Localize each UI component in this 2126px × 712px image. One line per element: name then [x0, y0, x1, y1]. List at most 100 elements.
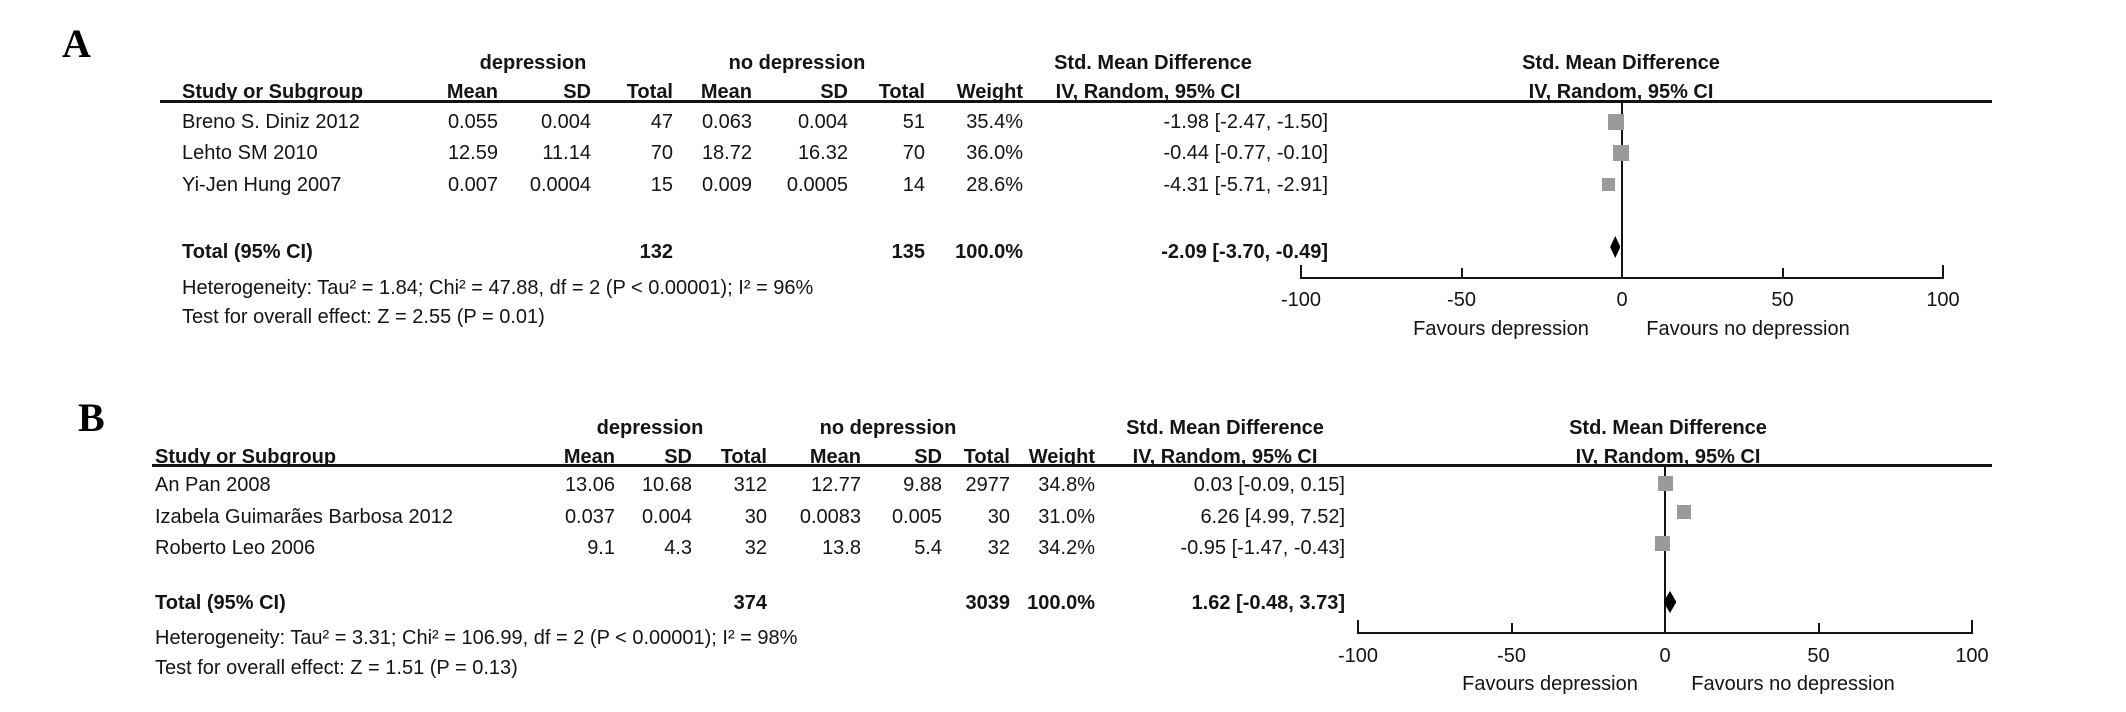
ctrl-total: 51: [902, 111, 925, 133]
col-header-iv-ci: IV, Random, 95% CI: [1132, 446, 1318, 468]
axis-tick-label: 50: [1771, 289, 1794, 311]
exp-sd: 0.004: [540, 111, 591, 133]
axis-tick-label: -50: [1447, 289, 1476, 311]
axis-end-cap: [1942, 265, 1944, 279]
ctrl-mean: 0.063: [701, 111, 752, 133]
col-header-ctrl-total: Total: [878, 81, 925, 103]
axis-tick-label: 50: [1807, 645, 1830, 667]
zero-line: [1621, 102, 1623, 277]
heterogeneity-line: Heterogeneity: Tau² = 3.31; Chi² = 106.9…: [155, 627, 798, 649]
ctrl-sd: 16.32: [797, 142, 848, 164]
exp-total: 32: [744, 537, 767, 559]
ctrl-mean: 0.009: [701, 174, 752, 196]
study-marker: [1607, 114, 1624, 130]
panel-a-label: A: [62, 21, 91, 66]
ctrl-sd: 0.005: [891, 506, 942, 528]
col-header-iv-ci: IV, Random, 95% CI: [1055, 81, 1241, 103]
col-header-ctrl-mean: Mean: [700, 81, 752, 103]
smd-ci: -4.31 [-5.71, -2.91]: [1163, 174, 1328, 196]
header-rule: [152, 464, 1992, 467]
exp-mean: 0.055: [447, 111, 498, 133]
study-marker: [1657, 475, 1673, 491]
study-name: Breno S. Diniz 2012: [182, 111, 360, 133]
total-exp-n: 132: [639, 241, 673, 263]
ctrl-total: 32: [987, 537, 1010, 559]
exp-mean: 0.037: [564, 506, 615, 528]
smd-ci: 6.26 [4.99, 7.52]: [1200, 506, 1345, 528]
ctrl-sd: 0.004: [797, 111, 848, 133]
effect-column-header: Std. Mean Difference: [1054, 52, 1252, 74]
smd-ci: -0.95 [-1.47, -0.43]: [1180, 537, 1345, 559]
study-name: Lehto SM 2010: [182, 142, 318, 164]
weight: 36.0%: [966, 142, 1023, 164]
col-header-exp-total: Total: [626, 81, 673, 103]
total-ctrl-n: 135: [891, 241, 925, 263]
group-header-depression: depression: [479, 52, 587, 74]
exp-sd: 0.004: [641, 506, 692, 528]
ctrl-total: 70: [902, 142, 925, 164]
header-rule: [160, 100, 1992, 103]
study-marker: [1612, 145, 1629, 161]
col-header-ctrl-sd: SD: [820, 81, 848, 103]
col-header-exp-mean: Mean: [563, 446, 615, 468]
col-header-exp-sd: SD: [563, 81, 591, 103]
group-header-depression: depression: [596, 417, 704, 439]
group-header-no-depression: no depression: [728, 52, 866, 74]
overall-effect-line: Test for overall effect: Z = 1.51 (P = 0…: [155, 657, 518, 679]
exp-sd: 11.14: [542, 142, 591, 164]
exp-mean: 13.06: [564, 474, 615, 496]
axis-tick-label: 100: [1955, 645, 1989, 667]
col-header-weight: Weight: [1028, 446, 1095, 468]
weight: 31.0%: [1038, 506, 1095, 528]
ctrl-mean: 12.77: [810, 474, 861, 496]
axis-end-cap: [1971, 620, 1973, 634]
col-header-study: Study or Subgroup: [182, 81, 364, 103]
effect-column-header: Std. Mean Difference: [1126, 417, 1324, 439]
exp-mean: 0.007: [447, 174, 498, 196]
exp-mean: 9.1: [587, 537, 615, 559]
ctrl-total: 14: [902, 174, 925, 196]
study-name: Roberto Leo 2006: [155, 537, 316, 559]
total-weight: 100.0%: [955, 241, 1023, 263]
axis-tick-label: -100: [1337, 645, 1379, 667]
weight: 34.8%: [1038, 474, 1095, 496]
axis-tick-label: 0: [1616, 289, 1628, 311]
favours-right-label: Favours no depression: [1646, 318, 1850, 340]
axis-tick: [1781, 268, 1784, 279]
axis-tick: [1621, 268, 1623, 279]
total-smd-ci: -2.09 [-3.70, -0.49]: [1161, 241, 1328, 263]
col-header-ctrl-total: Total: [963, 446, 1010, 468]
exp-total: 15: [650, 174, 673, 196]
col-header-exp-total: Total: [720, 446, 767, 468]
smd-ci: -0.44 [-0.77, -0.10]: [1163, 142, 1328, 164]
total-ctrl-n: 3039: [965, 592, 1011, 614]
study-marker: [1601, 177, 1615, 191]
exp-sd: 10.68: [641, 474, 692, 496]
col-header-exp-sd: SD: [664, 446, 692, 468]
panel-b-label: B: [78, 395, 105, 440]
ctrl-mean: 13.8: [822, 537, 861, 559]
smd-ci: -1.98 [-2.47, -1.50]: [1163, 111, 1328, 133]
axis-tick-label: 100: [1926, 289, 1960, 311]
plot-header: Std. Mean Difference: [1522, 52, 1720, 74]
ctrl-sd: 0.0005: [786, 174, 848, 196]
axis-end-cap: [1300, 265, 1302, 279]
axis-tick: [1460, 268, 1463, 279]
favours-left-label: Favours depression: [1462, 673, 1638, 695]
ctrl-mean: 0.0083: [799, 506, 861, 528]
total-weight: 100.0%: [1027, 592, 1095, 614]
overall-effect-line: Test for overall effect: Z = 2.55 (P = 0…: [182, 306, 545, 328]
axis-tick: [1510, 623, 1513, 634]
study-name: Izabela Guimarães Barbosa 2012: [155, 506, 453, 528]
axis-tick-label: 0: [1659, 645, 1671, 667]
plot-header-iv-ci: IV, Random, 95% CI: [1528, 81, 1714, 103]
col-header-weight: Weight: [956, 81, 1023, 103]
favours-left-label: Favours depression: [1413, 318, 1589, 340]
exp-total: 312: [733, 474, 767, 496]
exp-sd: 0.0004: [529, 174, 591, 196]
favours-right-label: Favours no depression: [1691, 673, 1895, 695]
study-name: Yi-Jen Hung 2007: [182, 174, 342, 196]
exp-total: 30: [744, 506, 767, 528]
col-header-study: Study or Subgroup: [155, 446, 337, 468]
